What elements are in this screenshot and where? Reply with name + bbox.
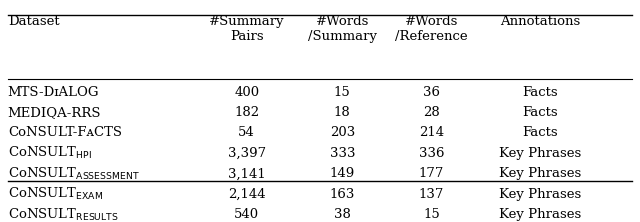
Text: CᴏNSULT-FᴀCTS: CᴏNSULT-FᴀCTS	[8, 127, 122, 139]
Text: 38: 38	[334, 208, 351, 221]
Text: #Words
/Reference: #Words /Reference	[396, 15, 468, 43]
Text: 177: 177	[419, 167, 444, 180]
Text: Dataset: Dataset	[8, 15, 60, 28]
Text: CᴏNSULT$_{\mathrm{EXAM}}$: CᴏNSULT$_{\mathrm{EXAM}}$	[8, 186, 103, 202]
Text: 137: 137	[419, 188, 444, 201]
Text: 214: 214	[419, 127, 444, 139]
Text: 3,397: 3,397	[228, 147, 266, 160]
Text: 54: 54	[238, 127, 255, 139]
Text: Key Phrases: Key Phrases	[499, 147, 581, 160]
Text: CᴏNSULT$_{\mathrm{HPI}}$: CᴏNSULT$_{\mathrm{HPI}}$	[8, 145, 92, 161]
Text: 15: 15	[334, 85, 351, 99]
Text: 18: 18	[334, 106, 351, 119]
Text: Facts: Facts	[522, 127, 557, 139]
Text: 400: 400	[234, 85, 259, 99]
Text: 203: 203	[330, 127, 355, 139]
Text: 163: 163	[330, 188, 355, 201]
Text: #Summary
Pairs: #Summary Pairs	[209, 15, 285, 43]
Text: 540: 540	[234, 208, 259, 221]
Text: 2,144: 2,144	[228, 188, 266, 201]
Text: Facts: Facts	[522, 85, 557, 99]
Text: Facts: Facts	[522, 106, 557, 119]
Text: 15: 15	[423, 208, 440, 221]
Text: Key Phrases: Key Phrases	[499, 167, 581, 180]
Text: 182: 182	[234, 106, 259, 119]
Text: 333: 333	[330, 147, 355, 160]
Text: CᴏNSULT$_{\mathrm{RESULTS}}$: CᴏNSULT$_{\mathrm{RESULTS}}$	[8, 207, 118, 222]
Text: MEDIQA-RRS: MEDIQA-RRS	[8, 106, 101, 119]
Text: 336: 336	[419, 147, 444, 160]
Text: Key Phrases: Key Phrases	[499, 208, 581, 221]
Text: 28: 28	[423, 106, 440, 119]
Text: 36: 36	[423, 85, 440, 99]
Text: MTS-DɪALOG: MTS-DɪALOG	[8, 85, 99, 99]
Text: CᴏNSULT$_{\mathrm{ASSESSMENT}}$: CᴏNSULT$_{\mathrm{ASSESSMENT}}$	[8, 166, 140, 182]
Text: 3,141: 3,141	[228, 167, 266, 180]
Text: 149: 149	[330, 167, 355, 180]
Text: Annotations: Annotations	[500, 15, 580, 28]
Text: #Words
/Summary: #Words /Summary	[308, 15, 377, 43]
Text: Key Phrases: Key Phrases	[499, 188, 581, 201]
